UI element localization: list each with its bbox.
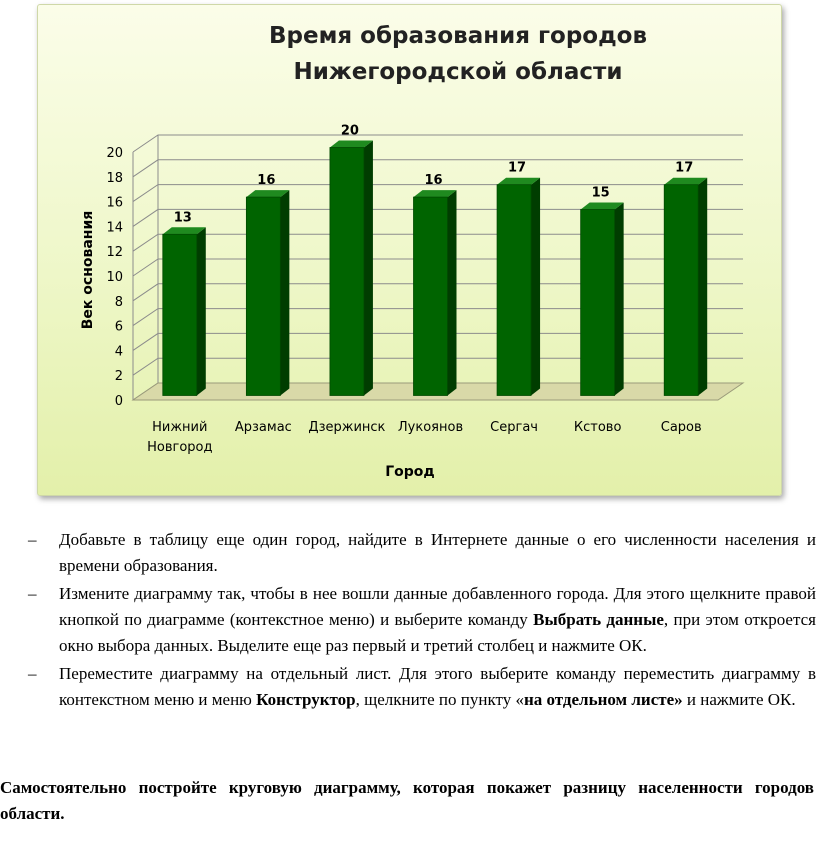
bar-top [580, 202, 624, 210]
emphasis-text: Выбрать данные [533, 610, 664, 629]
x-tick-label: Дзержинск [308, 420, 385, 435]
x-tick-label: Новгород [147, 440, 212, 455]
y-tick-label: 10 [106, 270, 123, 285]
instruction-text: , при этом откроется окно выбора данных.… [59, 610, 816, 655]
bar [329, 147, 365, 396]
instruction-list: – Добавьте в таблицу еще один город, найд… [28, 527, 816, 715]
bar-side [614, 202, 624, 396]
bar [663, 184, 699, 396]
bar [245, 196, 281, 396]
bar [580, 209, 616, 396]
bar-top [497, 177, 541, 185]
instruction-item: – Измените диаграмму так, чтобы в нее вош… [28, 581, 816, 659]
data-label: 16 [257, 173, 275, 188]
dash-marker: – [28, 664, 37, 683]
x-tick-label: Арзамас [235, 420, 292, 435]
bar-side [531, 177, 541, 396]
data-label: 20 [341, 124, 359, 139]
bar-top [162, 227, 206, 235]
bar [496, 184, 532, 396]
chart-container: 0 2 4 6 8 10 12 14 16 18 20 13 Нижний Новгород 16 Арзам… [37, 4, 782, 496]
task-text: Самостоятельно постройте круговую диагра… [0, 778, 814, 823]
bar-top [413, 190, 457, 198]
y-tick-label: 18 [106, 171, 123, 186]
x-tick-label: Саров [661, 420, 702, 435]
y-tick-label: 14 [106, 220, 123, 235]
instruction-text: и нажмите ОК. [682, 690, 796, 709]
bar-side [447, 190, 457, 396]
x-tick-label: Нижний [152, 420, 207, 435]
dash-marker: – [28, 584, 37, 603]
y-tick-label: 0 [115, 394, 123, 409]
bar-side [698, 177, 708, 396]
y-tick-label: 2 [115, 369, 123, 384]
instruction-item: – Добавьте в таблицу еще один город, найд… [28, 527, 816, 579]
data-label: 15 [592, 186, 610, 201]
emphasis-text: на отдельном листе» [523, 690, 683, 709]
x-tick-label: Лукоянов [398, 420, 463, 435]
x-tick-label: Сергач [490, 420, 538, 435]
data-label: 16 [424, 173, 442, 188]
instruction-text: , щелкните по пункту « [355, 690, 524, 709]
gridline [132, 134, 743, 153]
y-tick-label: 8 [115, 295, 123, 310]
bar [162, 233, 198, 396]
y-axis-label: Век основания [80, 211, 96, 330]
dash-marker: – [28, 530, 37, 549]
x-axis-label: Город [385, 464, 435, 480]
bar-side [196, 227, 206, 396]
chart-title: Нижегородской области [294, 59, 623, 85]
bar-side [363, 140, 373, 396]
bar-chart: 0 2 4 6 8 10 12 14 16 18 20 13 Нижний Новгород 16 Арзам… [80, 23, 745, 480]
data-label: 17 [508, 161, 526, 176]
x-tick-label: Кстово [574, 420, 622, 435]
chart-title: Время образования городов [269, 23, 647, 49]
bar [413, 196, 448, 396]
bar-top [329, 140, 373, 148]
emphasis-text: Конструктор [256, 690, 356, 709]
bar-top [246, 190, 290, 198]
instruction-text: Добавьте в таблицу еще один город, найди… [59, 530, 816, 575]
data-label: 13 [174, 210, 192, 225]
y-tick-label: 12 [106, 245, 123, 260]
instruction-text: Измените диаграмму так, чтобы в нее вошл… [59, 584, 816, 629]
instruction-text: Переместите диаграмму на отдельный лист.… [59, 664, 816, 709]
bar-top [664, 177, 708, 185]
y-tick-label: 20 [106, 146, 123, 161]
y-tick-label: 16 [106, 196, 123, 211]
instruction-item: – Переместите диаграмму на отдельный лист… [28, 661, 816, 713]
y-tick-label: 6 [115, 320, 123, 335]
y-tick-label: 4 [115, 344, 123, 359]
data-label: 17 [675, 161, 693, 176]
bar-side [280, 190, 290, 396]
